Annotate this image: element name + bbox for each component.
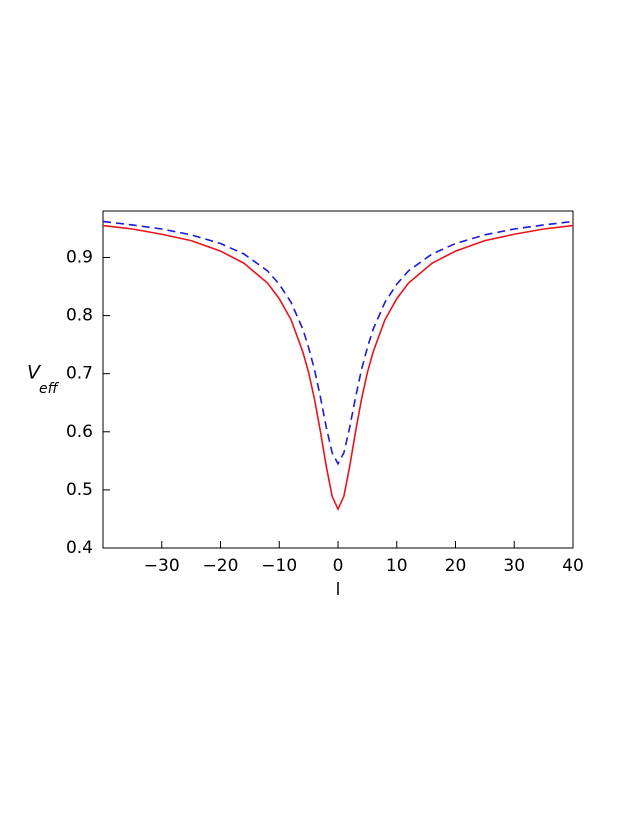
y-axis-label: V xyxy=(27,362,42,384)
y-tick-label: 0.9 xyxy=(66,247,93,267)
x-axis-label: l xyxy=(336,580,341,600)
plot-frame xyxy=(102,210,574,549)
data-line xyxy=(102,224,574,511)
x-tick-label: 40 xyxy=(562,556,584,576)
data-line xyxy=(102,220,574,466)
y-tick-label: 0.7 xyxy=(66,364,93,384)
x-tick-label: 30 xyxy=(503,556,525,576)
y-tick-label: 0.5 xyxy=(66,480,93,500)
x-tick-label: −10 xyxy=(261,556,297,576)
x-tick-label: 20 xyxy=(445,556,467,576)
x-tick-label: −30 xyxy=(144,556,180,576)
y-tick-label: 0.8 xyxy=(66,306,93,326)
y-tick-label: 0.6 xyxy=(66,422,93,442)
y-axis-label-subscript: eff xyxy=(39,381,60,397)
x-tick-label: −20 xyxy=(203,556,239,576)
x-tick-label: 10 xyxy=(386,556,408,576)
y-tick-label: 0.4 xyxy=(66,538,93,558)
x-tick-label: 0 xyxy=(333,556,344,576)
